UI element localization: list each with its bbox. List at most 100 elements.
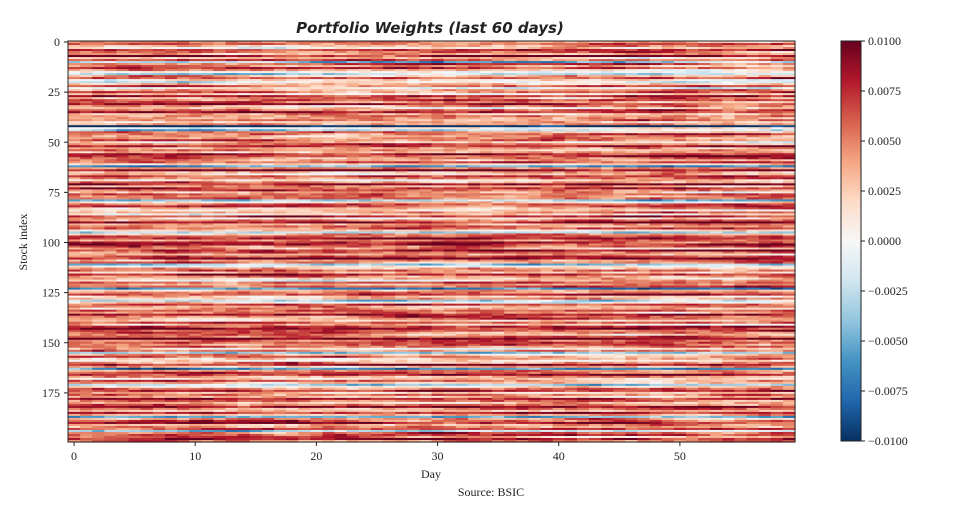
heatmap-cell	[710, 55, 723, 58]
heatmap-cell	[213, 183, 227, 186]
heatmap-cell	[358, 57, 372, 60]
heatmap-cell	[128, 109, 142, 112]
heatmap-cell	[273, 85, 287, 88]
heatmap-cell	[298, 177, 311, 180]
heatmap-cell	[201, 187, 214, 190]
heatmap-cell	[685, 157, 699, 160]
heatmap-cell	[152, 53, 166, 56]
heatmap-cell	[273, 119, 287, 122]
heatmap-cell	[80, 61, 93, 64]
heatmap-cell	[698, 137, 711, 140]
heatmap-cell	[80, 85, 93, 88]
heatmap-cell	[673, 163, 687, 166]
heatmap-cell	[576, 51, 590, 54]
heatmap-cell	[395, 175, 408, 178]
heatmap-cell	[298, 81, 311, 84]
heatmap-cell	[467, 107, 481, 110]
heatmap-cell	[673, 97, 687, 100]
heatmap-cell	[661, 79, 675, 82]
heatmap-cell	[128, 185, 142, 188]
heatmap-cell	[443, 145, 457, 148]
heatmap-cell	[358, 101, 372, 104]
heatmap-cell	[746, 179, 760, 182]
heatmap-cell	[128, 91, 142, 94]
heatmap-cell	[189, 117, 202, 120]
heatmap-cell	[637, 49, 651, 52]
heatmap-cell	[152, 121, 166, 124]
heatmap-cell	[177, 47, 190, 50]
heatmap-cell	[637, 85, 651, 88]
heatmap-cell	[685, 191, 699, 194]
heatmap-cell	[261, 89, 275, 92]
heatmap-cell	[540, 127, 554, 130]
heatmap-cell	[467, 197, 481, 200]
heatmap-cell	[552, 185, 566, 188]
heatmap-cell	[407, 119, 420, 122]
heatmap-cell	[746, 123, 760, 126]
heatmap-cell	[467, 137, 481, 140]
heatmap-cell	[734, 165, 748, 168]
heatmap-cell	[358, 199, 372, 202]
heatmap-cell	[576, 49, 590, 52]
heatmap-cell	[673, 185, 687, 188]
heatmap-cell	[358, 131, 372, 134]
heatmap-cell	[334, 53, 348, 56]
heatmap-cell	[261, 171, 275, 174]
heatmap-cell	[492, 59, 505, 62]
heatmap-cell	[286, 67, 299, 70]
heatmap-cell	[334, 129, 348, 132]
heatmap-cell	[310, 117, 324, 120]
heatmap-cell	[310, 205, 324, 209]
heatmap-cell	[710, 97, 723, 100]
heatmap-cell	[625, 69, 639, 72]
heatmap-cell	[722, 167, 736, 170]
heatmap-cell	[673, 137, 687, 140]
heatmap-cell	[370, 123, 384, 126]
heatmap-cell	[455, 159, 469, 162]
heatmap-cell	[213, 131, 227, 134]
heatmap-cell	[116, 113, 130, 116]
heatmap-cell	[528, 201, 542, 204]
heatmap-cell	[698, 75, 711, 78]
heatmap-cell	[455, 187, 469, 190]
heatmap-cell	[104, 91, 118, 94]
heatmap-cell	[189, 113, 202, 116]
heatmap-cell	[613, 157, 626, 160]
heatmap-cell	[455, 173, 469, 176]
heatmap-cell	[758, 81, 772, 84]
heatmap-cell	[383, 167, 396, 170]
heatmap-cell	[370, 57, 384, 60]
heatmap-cell	[467, 61, 481, 64]
heatmap-cell	[552, 107, 566, 110]
heatmap-cell	[334, 163, 348, 166]
heatmap-cell	[504, 89, 517, 92]
heatmap-cell	[273, 163, 287, 166]
heatmap-cell	[770, 47, 784, 50]
heatmap-cell	[346, 185, 360, 188]
heatmap-cell	[528, 161, 542, 164]
heatmap-cell	[346, 191, 360, 194]
heatmap-cell	[467, 173, 481, 176]
heatmap-cell	[492, 131, 505, 134]
heatmap-cell	[370, 177, 384, 180]
heatmap-cell	[758, 101, 772, 104]
heatmap-cell	[213, 129, 227, 132]
heatmap-cell	[334, 71, 348, 74]
heatmap-cell	[201, 107, 214, 110]
heatmap-cell	[564, 161, 578, 164]
heatmap-cell	[576, 73, 590, 76]
heatmap-cell	[140, 145, 154, 148]
heatmap-cell	[298, 169, 311, 172]
heatmap-cell	[419, 179, 433, 182]
heatmap-cell	[552, 85, 566, 88]
heatmap-cell	[431, 107, 445, 110]
heatmap-cell	[770, 159, 784, 162]
heatmap-cell	[734, 63, 748, 66]
heatmap-cell	[140, 193, 154, 196]
heatmap-cell	[722, 183, 736, 186]
heatmap-cell	[637, 103, 651, 106]
heatmap-cell	[201, 129, 214, 132]
heatmap-cell	[698, 119, 711, 122]
heatmap-cell	[334, 199, 348, 202]
heatmap-cell	[201, 77, 214, 80]
